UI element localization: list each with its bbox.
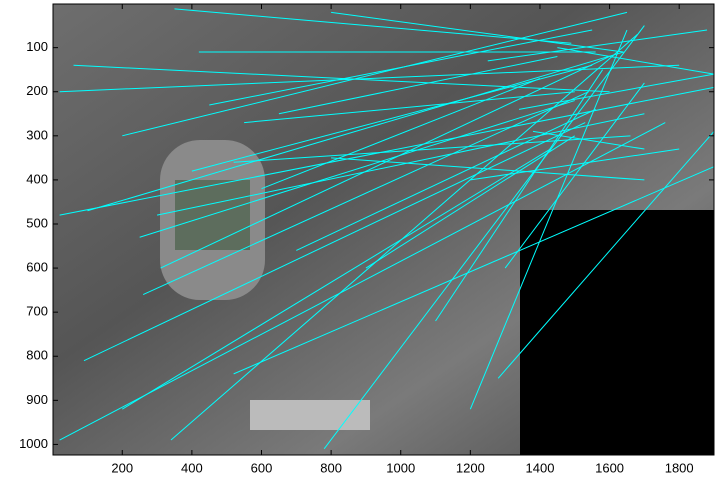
figure: 200 400 600 800 1000 1200 1400 1600 1800 100 200 30… [0,0,716,481]
y-tick-label: 400 [26,171,48,186]
x-tick-label: 1000 [386,460,415,475]
image-black-region [520,210,714,455]
y-tick-label: 900 [26,392,48,407]
x-tick-label: 400 [181,460,203,475]
y-tick-label: 700 [26,304,48,319]
x-tick-label: 800 [320,460,342,475]
y-tick-label: 1000 [19,436,48,451]
x-tick-label: 600 [251,460,273,475]
x-tick-label: 1200 [456,460,485,475]
y-tick-label: 500 [26,215,48,230]
y-tick-label: 100 [26,39,48,54]
x-tick-label: 1800 [665,460,694,475]
y-tick-label: 200 [26,83,48,98]
image-bridge [250,400,370,430]
x-tick-label: 200 [111,460,133,475]
y-tick-label: 800 [26,348,48,363]
y-tick-label: 300 [26,127,48,142]
x-tick-label: 1400 [526,460,555,475]
y-tick-label: 600 [26,260,48,275]
x-tick-label: 1600 [595,460,624,475]
